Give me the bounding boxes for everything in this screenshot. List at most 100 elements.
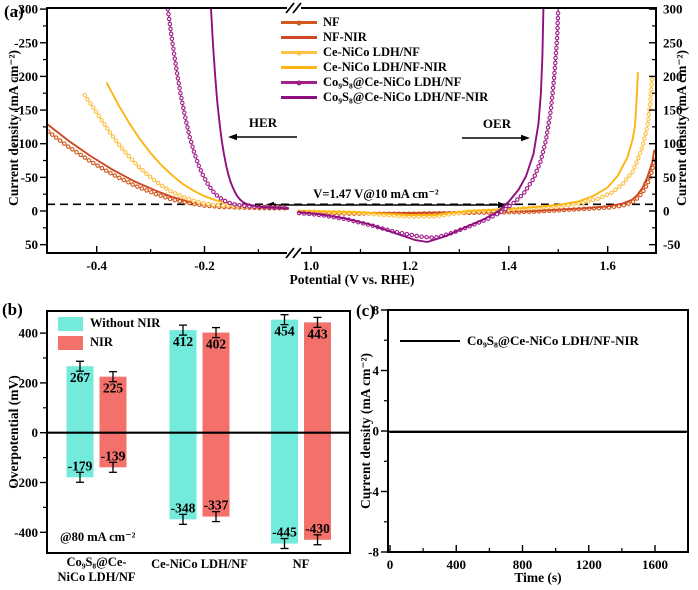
legend-item: NIR bbox=[58, 333, 160, 352]
svg-text:1200: 1200 bbox=[576, 557, 602, 572]
panel-c-plot: 8 4 0 -4 -8 0 400 800 1200 1600 bbox=[368, 303, 689, 572]
legend-label: NIR bbox=[90, 335, 113, 349]
svg-text:-200: -200 bbox=[14, 69, 38, 84]
svg-text:412: 412 bbox=[173, 334, 194, 349]
legend-item: NF-NIR bbox=[281, 30, 488, 45]
bar bbox=[271, 319, 298, 544]
svg-text:0: 0 bbox=[387, 557, 394, 572]
svg-text:400: 400 bbox=[447, 557, 467, 572]
legend-line-swatch bbox=[281, 50, 317, 55]
svg-text:-179: -179 bbox=[68, 458, 93, 473]
legend-label: NF bbox=[323, 15, 340, 29]
her-arrow bbox=[228, 133, 297, 141]
panel-a-xlabel: Potential (V vs. RHE) bbox=[289, 272, 415, 287]
svg-text:200: 200 bbox=[663, 69, 683, 84]
panel-b-plot: 267 -179 412 -348 454 -445 225 -139 402 -337 443 -4… bbox=[14, 310, 351, 554]
svg-text:4: 4 bbox=[373, 363, 380, 378]
panel-a-plot: -300 -250 -200 -150 -100 -50 0 50 300 250 200 150 10… bbox=[14, 2, 682, 273]
bar bbox=[202, 332, 230, 517]
panel-a-ylabel-right: Current density (mA cm⁻²) bbox=[674, 49, 689, 207]
series-nf bbox=[45, 129, 656, 216]
legend-label: NF-NIR bbox=[323, 30, 367, 44]
panel-a-label: (a) bbox=[4, 2, 24, 21]
svg-text:402: 402 bbox=[206, 337, 227, 352]
svg-text:-8: -8 bbox=[368, 545, 379, 560]
svg-text:-200: -200 bbox=[14, 475, 38, 490]
svg-text:1600: 1600 bbox=[642, 557, 668, 572]
svg-text:225: 225 bbox=[103, 381, 124, 396]
svg-text:-139: -139 bbox=[101, 448, 126, 463]
legend-item: NF bbox=[281, 15, 488, 30]
bar bbox=[304, 322, 331, 540]
svg-text:-4: -4 bbox=[368, 484, 379, 499]
legend-label: Ce-NiCo LDH/NF-NIR bbox=[323, 60, 447, 74]
svg-text:-50: -50 bbox=[663, 237, 680, 252]
panel-c-label: (c) bbox=[356, 301, 375, 320]
bar bbox=[99, 376, 127, 468]
current-density-annotation: @80 mA cm⁻² bbox=[60, 530, 136, 544]
legend-item: Without NIR bbox=[58, 314, 160, 333]
svg-text:0: 0 bbox=[663, 204, 670, 219]
svg-text:-300: -300 bbox=[14, 2, 38, 17]
svg-text:443: 443 bbox=[307, 326, 328, 341]
legend-line-swatch bbox=[281, 96, 317, 99]
svg-text:-430: -430 bbox=[305, 521, 330, 536]
legend-item: Ce-NiCo LDH/NF-NIR bbox=[281, 60, 488, 75]
svg-text:50: 50 bbox=[663, 170, 676, 185]
svg-text:100: 100 bbox=[663, 136, 683, 151]
legend-label: Co₉S₈@Ce-NiCo LDH/NF-NIR bbox=[467, 333, 639, 348]
svg-text:300: 300 bbox=[663, 2, 683, 17]
svg-text:454: 454 bbox=[274, 324, 295, 339]
svg-text:150: 150 bbox=[663, 103, 683, 118]
svg-text:1.0: 1.0 bbox=[303, 258, 319, 273]
panel-b-legend: Without NIR NIR bbox=[58, 314, 160, 352]
cell-voltage-arrow bbox=[265, 201, 507, 209]
category-label-nf: NF bbox=[292, 557, 310, 571]
svg-text:-0.2: -0.2 bbox=[194, 258, 215, 273]
svg-text:0: 0 bbox=[32, 425, 39, 440]
legend-label: Co₉S₈@Ce-NiCo LDH/NF bbox=[323, 75, 462, 89]
svg-text:8: 8 bbox=[373, 303, 380, 318]
svg-text:250: 250 bbox=[663, 35, 683, 50]
legend-line-swatch bbox=[281, 80, 317, 85]
category-label-co9s8: Co₉S₈@Ce- NiCo LDH/NF bbox=[57, 555, 136, 584]
svg-text:50: 50 bbox=[25, 237, 38, 252]
svg-text:-348: -348 bbox=[171, 500, 196, 515]
cell-voltage-annotation: V=1.47 V@10 mA cm⁻² bbox=[313, 187, 439, 201]
svg-text:-400: -400 bbox=[14, 525, 38, 540]
svg-text:1.2: 1.2 bbox=[402, 258, 418, 273]
panel-c-legend: Co₉S₈@Ce-NiCo LDH/NF-NIR bbox=[400, 333, 639, 349]
legend-label: Without NIR bbox=[90, 316, 161, 330]
legend-swatch-nir bbox=[58, 335, 83, 350]
legend-label: Ce-NiCo LDH/NF bbox=[323, 45, 420, 59]
svg-text:0: 0 bbox=[32, 204, 39, 219]
oer-annotation: OER bbox=[482, 116, 512, 131]
svg-text:-50: -50 bbox=[21, 170, 38, 185]
svg-text:-150: -150 bbox=[14, 103, 38, 118]
legend-item: Ce-NiCo LDH/NF bbox=[281, 45, 488, 60]
svg-text:267: 267 bbox=[70, 370, 91, 385]
svg-text:800: 800 bbox=[513, 557, 533, 572]
bar bbox=[169, 330, 197, 520]
legend-swatch-without-nir bbox=[58, 316, 83, 331]
legend-item: Co₉S₈@Ce-NiCo LDH/NF bbox=[281, 75, 488, 90]
svg-text:200: 200 bbox=[19, 375, 39, 390]
svg-text:0: 0 bbox=[373, 424, 380, 439]
legend-line-swatch bbox=[400, 339, 460, 343]
bar bbox=[66, 366, 94, 478]
panel-c-xlabel: Time (s) bbox=[514, 570, 562, 585]
legend-line-swatch bbox=[281, 66, 317, 69]
svg-text:-337: -337 bbox=[204, 498, 229, 513]
legend-line-swatch bbox=[281, 20, 317, 25]
panel-b-label: (b) bbox=[2, 300, 23, 319]
oer-arrow bbox=[462, 134, 530, 142]
legend-label: Co₉S₈@Ce-NiCo LDH/NF-NIR bbox=[323, 90, 489, 104]
legend-line-swatch bbox=[281, 36, 317, 39]
series-co-s-ce-nico-ldh-nf-nir bbox=[210, 8, 545, 243]
panel-b-ylabel: Overpotential (mV) bbox=[6, 375, 21, 489]
svg-text:400: 400 bbox=[19, 326, 39, 341]
svg-text:1.6: 1.6 bbox=[600, 258, 617, 273]
panel-c-ylabel: Current density (mA cm⁻²) bbox=[358, 352, 373, 510]
